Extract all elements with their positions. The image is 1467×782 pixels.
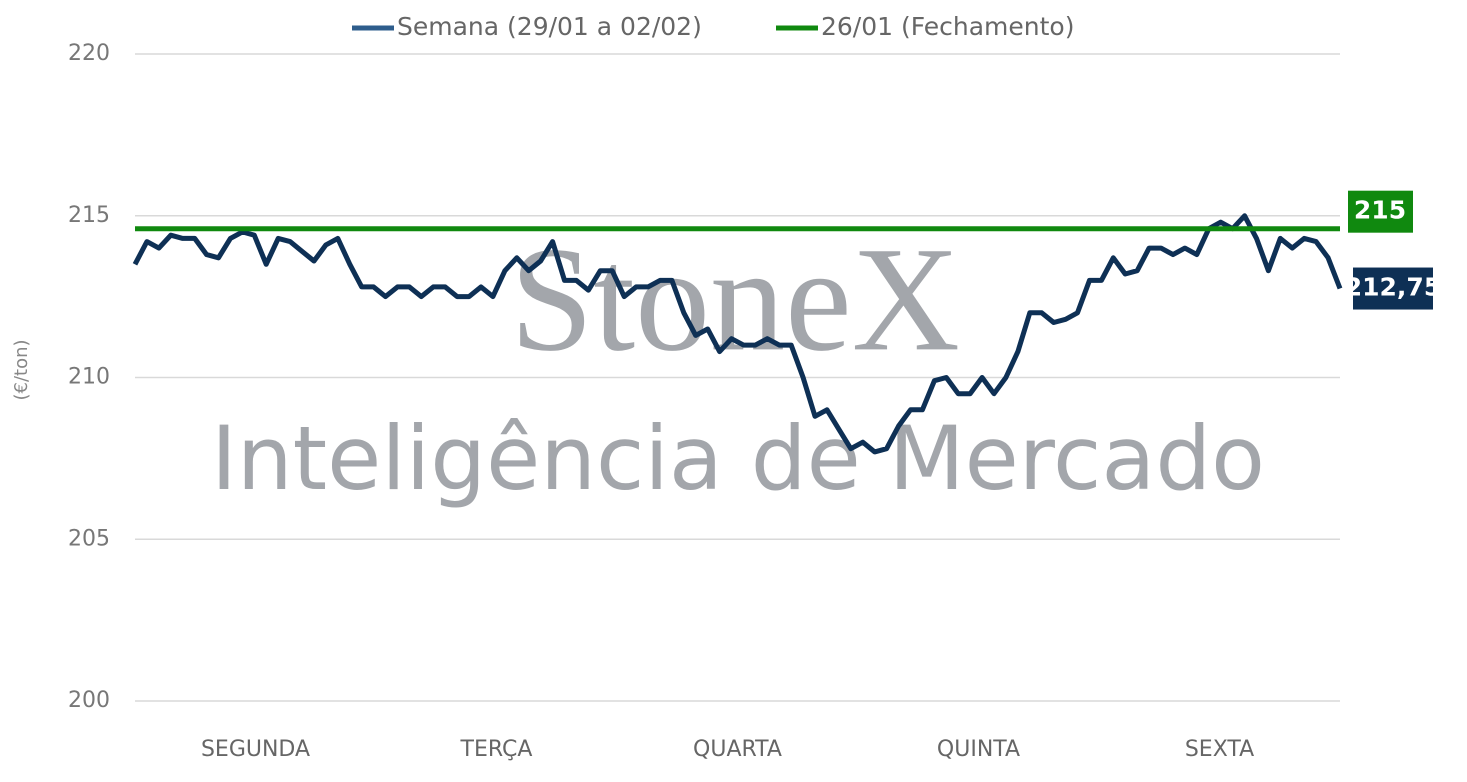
x-tick-label: QUARTA [693, 737, 782, 762]
y-tick-label: 210 [68, 365, 110, 390]
y-tick-label: 215 [68, 203, 110, 228]
x-tick-label: QUINTA [937, 737, 1020, 762]
reference-label: 215 [1354, 196, 1406, 225]
end-label-box [1353, 267, 1433, 310]
reference-label-box [1348, 190, 1413, 233]
y-tick-label: 220 [68, 41, 110, 66]
x-tick-label: SEGUNDA [201, 737, 310, 762]
legend-label: 26/01 (Fechamento) [821, 12, 1074, 41]
legend-label: Semana (29/01 a 02/02) [397, 12, 702, 41]
watermark-logo: StoneX [510, 216, 960, 382]
y-tick-label: 200 [68, 688, 110, 713]
y-axis-label: (€/ton) [11, 339, 32, 400]
end-label: 212,75 [1345, 273, 1441, 302]
x-tick-label: TERÇA [460, 737, 533, 762]
y-tick-label: 205 [68, 526, 110, 551]
series-line [132, 213, 1343, 455]
watermark-subtitle: Inteligência de Mercado [211, 407, 1265, 510]
x-tick-label: SEXTA [1185, 737, 1254, 762]
